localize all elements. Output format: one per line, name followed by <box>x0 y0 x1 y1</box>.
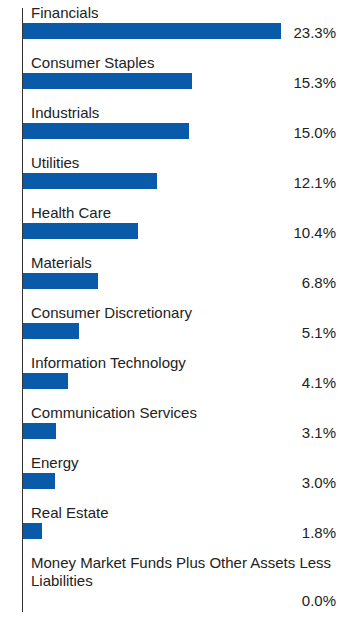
category-label: Health Care <box>31 204 341 222</box>
category-label: Energy <box>31 454 341 472</box>
category-label: Real Estate <box>31 504 341 522</box>
plot-area <box>22 0 300 617</box>
data-label: 3.0% <box>256 474 336 492</box>
category-label: Information Technology <box>31 354 341 372</box>
bar <box>22 223 138 239</box>
data-label: 12.1% <box>256 174 336 192</box>
bar <box>22 473 55 489</box>
data-label: 5.1% <box>256 324 336 342</box>
data-label: 0.0% <box>256 592 336 610</box>
data-label: 4.1% <box>256 374 336 392</box>
category-label: Materials <box>31 254 341 272</box>
category-label: Communication Services <box>31 404 341 422</box>
bar <box>22 423 56 439</box>
category-label: Utilities <box>31 154 341 172</box>
data-label: 15.3% <box>256 74 336 92</box>
category-label: Money Market Funds Plus Other Assets Les… <box>31 554 341 590</box>
data-label: 15.0% <box>256 124 336 142</box>
bar <box>22 373 68 389</box>
bar <box>22 323 79 339</box>
bar <box>22 523 42 539</box>
data-label: 1.8% <box>256 524 336 542</box>
category-label: Industrials <box>31 104 341 122</box>
bar <box>22 73 192 89</box>
data-label: 6.8% <box>256 274 336 292</box>
category-label: Consumer Staples <box>31 54 341 72</box>
bar <box>22 273 98 289</box>
data-label: 10.4% <box>256 224 336 242</box>
category-label: Financials <box>31 4 341 22</box>
bar <box>22 23 281 39</box>
data-label: 3.1% <box>256 424 336 442</box>
bar <box>22 173 157 189</box>
category-axis <box>22 8 23 612</box>
category-label: Consumer Discretionary <box>31 304 341 322</box>
bar <box>22 123 189 139</box>
